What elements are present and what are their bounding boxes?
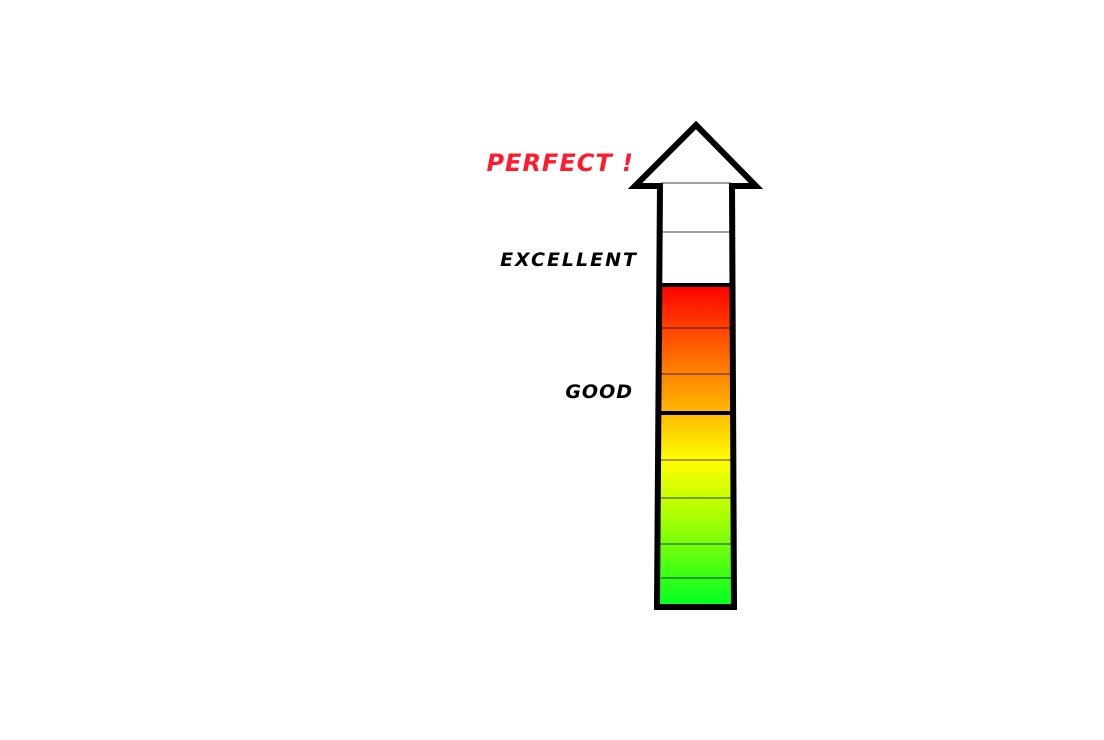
excellent-label: EXCELLENT xyxy=(500,249,638,271)
meter-fill xyxy=(660,285,732,606)
perfect-label: PERFECT ! xyxy=(486,149,634,177)
meter-outline xyxy=(653,182,738,610)
arrow-head xyxy=(627,120,764,189)
good-label: GOOD xyxy=(565,381,633,403)
meter-empty-region xyxy=(661,183,732,285)
segment-dividers xyxy=(661,182,731,579)
